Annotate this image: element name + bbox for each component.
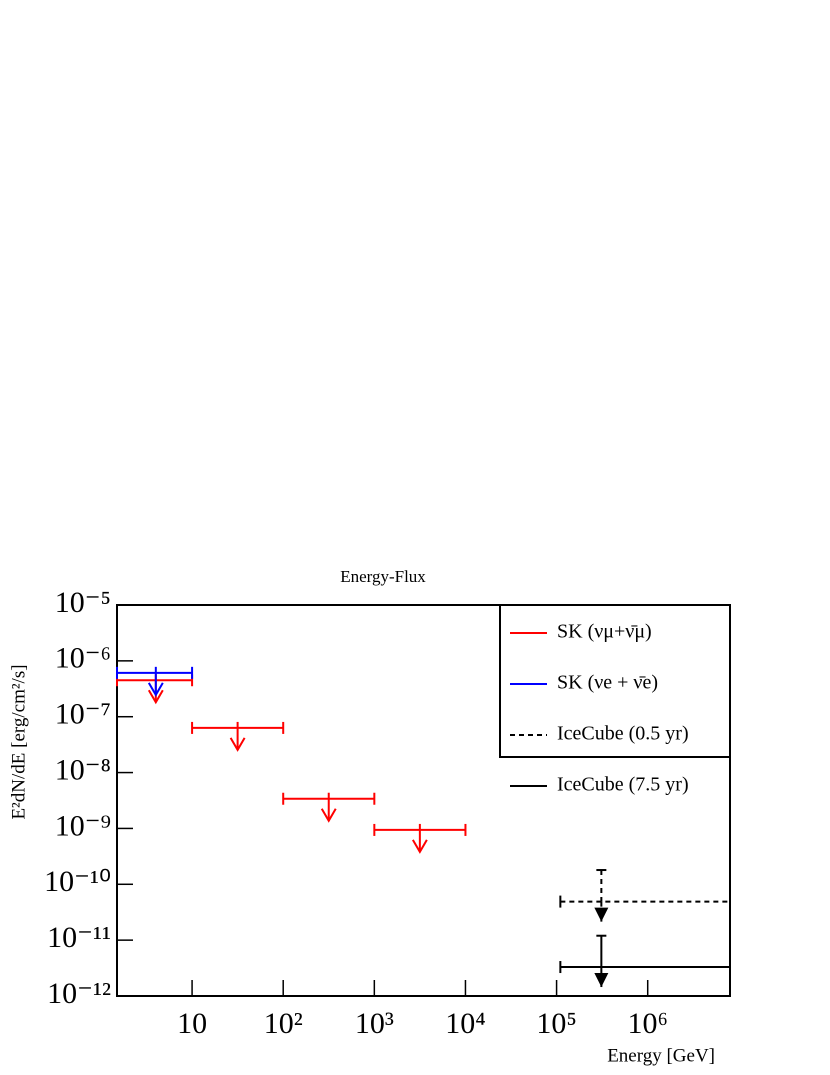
- legend-label: SK (νμ+ν̄μ): [557, 621, 652, 643]
- x-tick-label: 10⁵: [536, 1007, 576, 1040]
- y-tick-label: 10⁻¹¹: [47, 921, 111, 954]
- chart-title: Energy-Flux: [340, 567, 426, 586]
- x-axis-label: Energy [GeV]: [607, 1045, 715, 1066]
- y-axis-label: E²dN/dE [erg/cm²/s]: [8, 664, 29, 819]
- x-tick-label: 10²: [264, 1007, 303, 1040]
- limit-arrow-head: [594, 907, 609, 922]
- y-tick-label: 10⁻⁹: [55, 809, 111, 842]
- limit-arrow-head: [594, 973, 609, 988]
- plot-frame: [116, 604, 731, 997]
- y-tick-label: 10⁻⁶: [55, 642, 111, 675]
- y-tick-label: 10⁻¹⁰: [44, 865, 111, 898]
- y-tick-label: 10⁻⁷: [55, 698, 111, 731]
- y-tick-label: 10⁻⁵: [55, 586, 111, 619]
- legend-label: SK (νe + ν̄e): [557, 672, 658, 694]
- x-tick-label: 10³: [355, 1007, 394, 1040]
- x-tick-label: 10⁴: [445, 1007, 485, 1040]
- limit-arrow-head: [229, 737, 246, 752]
- legend-label: IceCube (7.5 yr): [557, 774, 689, 796]
- y-tick-label: 10⁻¹²: [47, 977, 111, 1010]
- limit-arrow-head: [412, 839, 428, 854]
- x-tick-label: 10⁶: [627, 1007, 667, 1040]
- legend-label: IceCube (0.5 yr): [557, 723, 689, 745]
- x-tick-label: 10: [177, 1007, 207, 1040]
- legend-box: [499, 604, 731, 758]
- limit-arrow-head: [147, 689, 164, 705]
- y-tick-label: 10⁻⁸: [55, 753, 111, 786]
- limit-arrow-head: [147, 682, 164, 697]
- limit-arrow-head: [320, 808, 337, 823]
